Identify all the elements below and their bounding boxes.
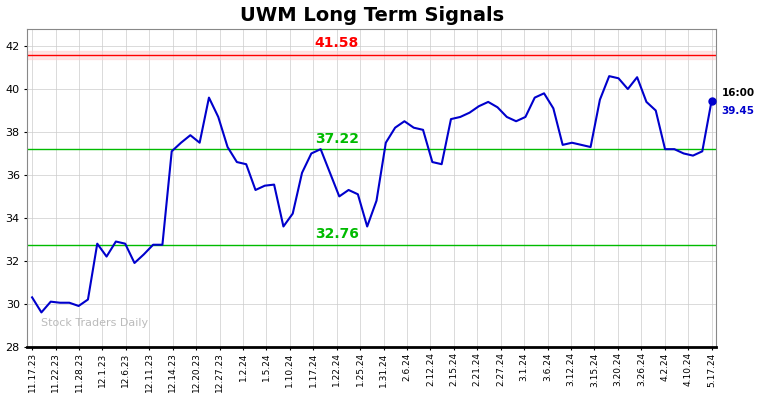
Title: UWM Long Term Signals: UWM Long Term Signals [240,6,504,25]
Text: 39.45: 39.45 [722,105,755,115]
Text: Stock Traders Daily: Stock Traders Daily [42,318,148,328]
Text: 37.22: 37.22 [314,131,359,146]
Bar [27,51,717,59]
Text: 41.58: 41.58 [314,36,359,51]
Text: 16:00: 16:00 [722,88,755,98]
Text: 32.76: 32.76 [314,227,358,241]
